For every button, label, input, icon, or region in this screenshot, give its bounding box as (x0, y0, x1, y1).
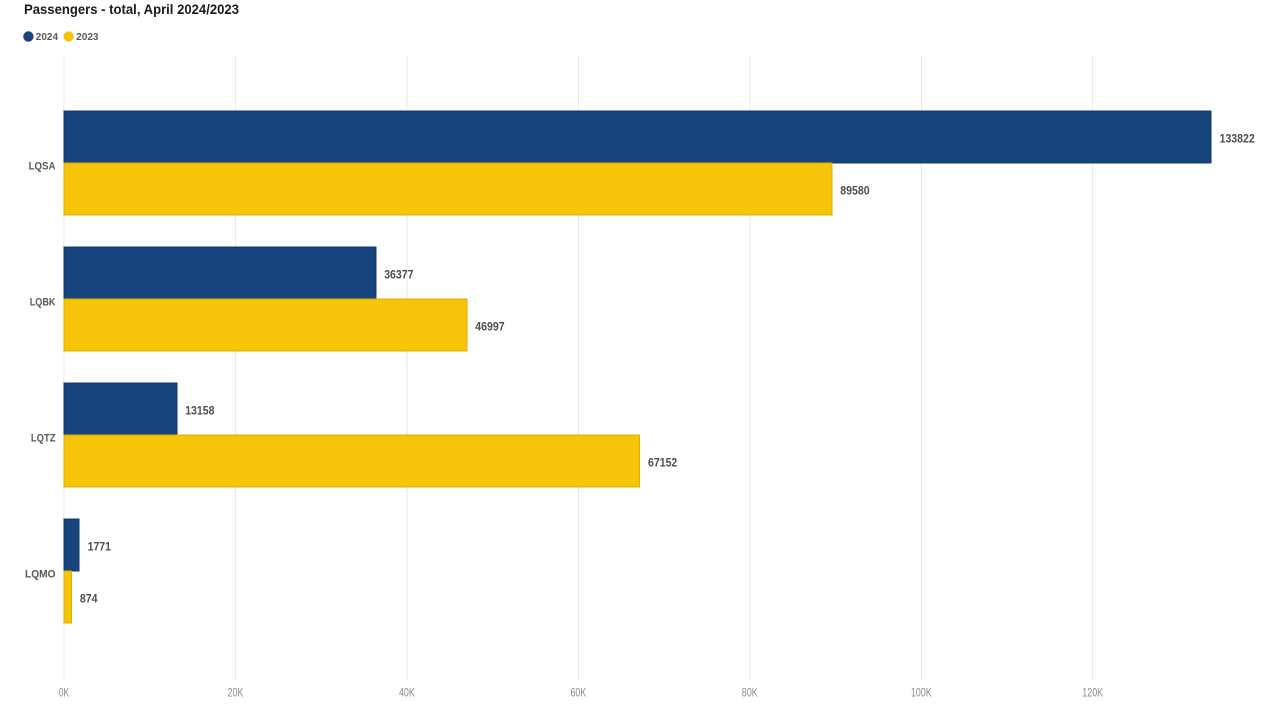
svg-text:LQTZ: LQTZ (31, 433, 56, 445)
svg-text:874: 874 (80, 591, 98, 605)
svg-text:0K: 0K (59, 686, 69, 700)
svg-text:89580: 89580 (840, 183, 870, 197)
svg-text:67152: 67152 (648, 455, 678, 469)
svg-text:60K: 60K (570, 686, 586, 700)
svg-text:LQBK: LQBK (30, 297, 56, 309)
svg-text:2023: 2023 (76, 32, 99, 43)
svg-text:1771: 1771 (88, 539, 112, 553)
svg-text:LQMO: LQMO (25, 569, 56, 581)
svg-text:80K: 80K (742, 686, 758, 700)
svg-text:20K: 20K (228, 686, 244, 700)
svg-text:133822: 133822 (1220, 131, 1255, 145)
svg-text:2024: 2024 (36, 32, 59, 43)
svg-text:100K: 100K (911, 686, 932, 700)
svg-text:Passengers - total, April 2024: Passengers - total, April 2024/2023 (24, 1, 239, 17)
svg-text:46997: 46997 (475, 319, 505, 333)
svg-text:120K: 120K (1082, 686, 1103, 700)
svg-text:36377: 36377 (384, 267, 414, 281)
svg-text:13158: 13158 (185, 403, 215, 417)
svg-text:40K: 40K (399, 686, 415, 700)
svg-text:LQSA: LQSA (29, 161, 56, 173)
